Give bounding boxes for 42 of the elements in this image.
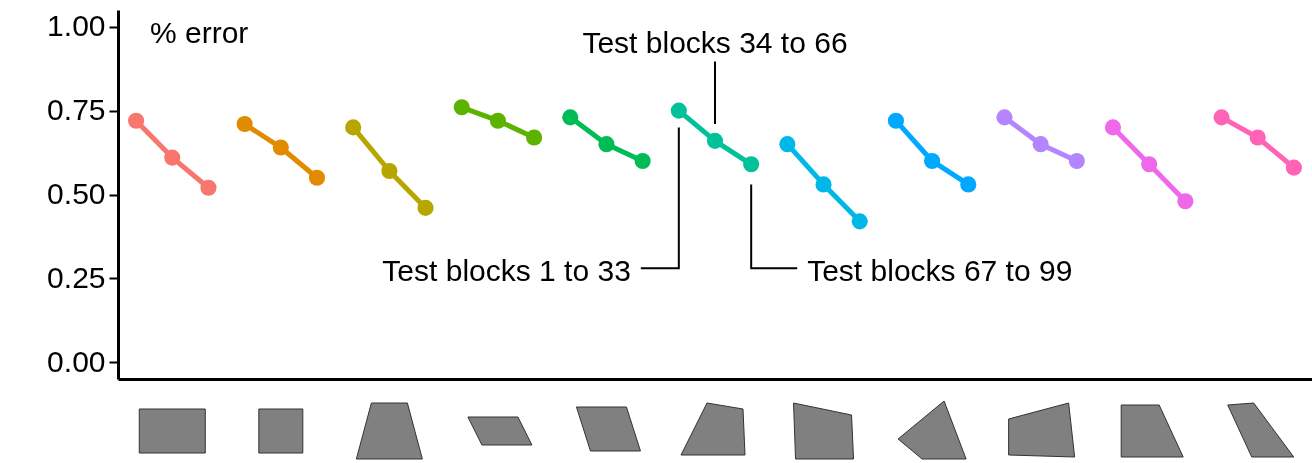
- y-tick-label: 0.25: [47, 260, 106, 294]
- point: [417, 199, 434, 216]
- point: [960, 176, 977, 193]
- point: [345, 119, 362, 136]
- point: [1141, 156, 1158, 173]
- y-tick-label: 0.50: [47, 177, 106, 210]
- point: [526, 129, 543, 146]
- y-axis-title: % error: [150, 16, 249, 49]
- point: [128, 112, 145, 129]
- point: [634, 152, 651, 169]
- point: [272, 139, 289, 156]
- point: [1068, 152, 1085, 169]
- annotation: Test blocks 67 to 99: [807, 253, 1073, 287]
- point: [924, 152, 941, 169]
- point: [1213, 109, 1230, 126]
- y-tick-label: 1.00: [47, 9, 106, 43]
- point: [164, 149, 181, 166]
- point: [815, 176, 832, 193]
- annotation: Test blocks 34 to 66: [582, 25, 848, 59]
- point: [1104, 119, 1122, 136]
- point: [1032, 136, 1049, 153]
- point: [562, 109, 579, 126]
- y-tick-label: 0.75: [47, 93, 106, 127]
- point: [236, 116, 253, 133]
- point: [1285, 159, 1302, 176]
- point: [1177, 193, 1194, 210]
- point: [887, 112, 904, 129]
- point: [851, 213, 868, 230]
- point: [453, 99, 470, 116]
- point: [200, 179, 217, 196]
- point: [706, 132, 724, 149]
- point: [598, 136, 615, 153]
- point: [381, 162, 398, 180]
- point: [489, 112, 506, 129]
- point: [1249, 129, 1266, 146]
- point: [743, 156, 760, 173]
- y-tick-label: 0.00: [47, 344, 106, 378]
- annotation: Test blocks 1 to 33: [382, 253, 631, 287]
- point: [779, 136, 796, 153]
- point: [308, 169, 326, 186]
- point: [996, 109, 1013, 126]
- point: [670, 102, 687, 119]
